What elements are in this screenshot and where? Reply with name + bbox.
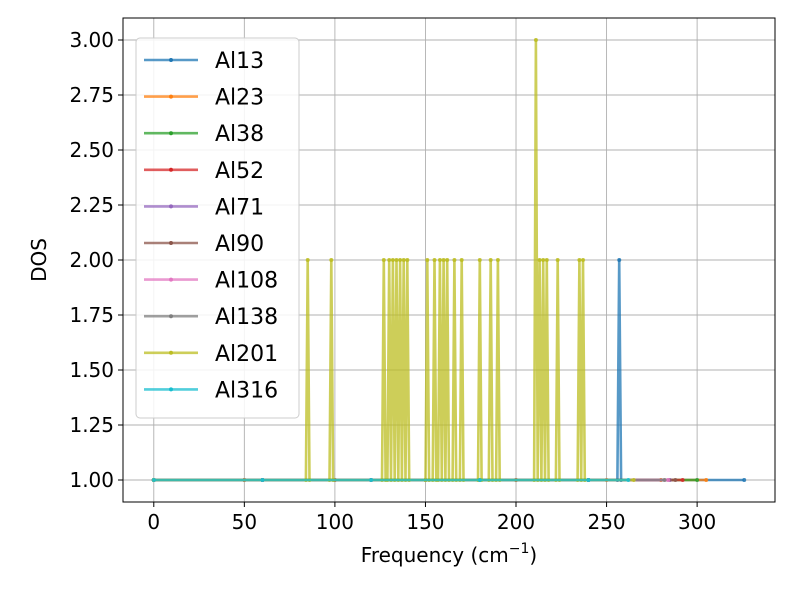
x-tick-label: 250 (587, 510, 625, 534)
data-point (394, 258, 399, 262)
legend-entry-Al108: Al108 (144, 269, 278, 294)
x-axis-label: Frequency (cm−1) (361, 541, 537, 567)
data-point (581, 258, 586, 262)
legend-marker (169, 387, 173, 392)
legend-entry-Al138: Al138 (144, 305, 278, 330)
data-point (390, 258, 395, 262)
y-axis-ticks: 1.00 1.25 1.50 1.75 2.00 2.25 2.50 2.75 3.00 (69, 28, 123, 492)
x-axis-ticks: 0 50 100 150 200 250 300 (147, 502, 716, 534)
y-tick-label: 2.75 (69, 83, 114, 107)
y-tick-label: 2.00 (69, 248, 114, 272)
legend-marker (169, 350, 173, 355)
y-tick-label: 1.25 (69, 413, 114, 437)
data-point (586, 478, 591, 482)
data-point (555, 258, 560, 262)
data-point (459, 258, 464, 262)
legend-label: Al108 (215, 269, 278, 294)
legend-label: Al138 (215, 305, 278, 330)
data-point (742, 478, 747, 482)
data-point (398, 258, 403, 262)
y-tick-label: 3.00 (69, 28, 114, 52)
data-point (437, 258, 442, 262)
x-tick-label: 150 (406, 510, 444, 534)
legend-marker (169, 277, 173, 282)
series-Al316 (151, 478, 631, 482)
data-point (541, 258, 546, 262)
data-point (704, 478, 709, 482)
data-point (617, 258, 622, 262)
legend-marker (169, 131, 173, 136)
x-axis-label-end: ) (529, 543, 537, 567)
data-point (452, 258, 457, 262)
legend-label: Al316 (215, 378, 278, 403)
y-tick-label: 2.25 (69, 193, 114, 217)
data-point (537, 258, 542, 262)
data-point (477, 258, 482, 262)
legend-entry-Al201: Al201 (144, 342, 278, 367)
legend-label: Al52 (215, 159, 264, 184)
data-point (626, 478, 631, 482)
data-point (405, 258, 410, 262)
legend-marker (169, 94, 173, 99)
y-tick-label: 2.50 (69, 138, 114, 162)
data-point (666, 478, 671, 482)
legend-marker (169, 167, 173, 172)
data-point (495, 258, 500, 262)
legend-entry-Al316: Al316 (144, 378, 278, 403)
x-tick-label: 50 (232, 510, 257, 534)
data-point (477, 478, 482, 482)
legend-entry-Al38: Al38 (144, 122, 264, 147)
y-tick-label: 1.75 (69, 303, 114, 327)
x-tick-label: 100 (316, 510, 354, 534)
legend-entry-Al90: Al90 (144, 232, 264, 257)
legend-marker (169, 314, 173, 319)
data-point (488, 258, 493, 262)
legend-label: Al71 (215, 195, 264, 220)
data-point (329, 258, 334, 262)
data-point (305, 258, 310, 262)
legend-entry-Al52: Al52 (144, 159, 264, 184)
data-point (631, 478, 636, 482)
series-lines (151, 38, 747, 482)
data-point (533, 38, 538, 42)
y-tick-label: 1.00 (69, 468, 114, 492)
data-point (369, 478, 374, 482)
data-point (381, 258, 386, 262)
legend: Al13 Al23 Al38 Al52 Al71 Al90 Al108 Al138 Al201 A… (135, 37, 300, 419)
data-point (441, 258, 446, 262)
legend-label: Al13 (215, 49, 264, 74)
legend-marker (169, 241, 173, 245)
legend-label: Al90 (215, 232, 264, 257)
x-axis-label-superscript: −1 (509, 541, 530, 557)
data-point (425, 258, 430, 262)
data-point (662, 478, 667, 482)
legend-entry-Al13: Al13 (144, 49, 264, 74)
legend-marker (169, 58, 173, 62)
data-point (445, 258, 450, 262)
data-point (680, 478, 685, 482)
y-tick-label: 1.50 (69, 358, 114, 382)
data-point (577, 258, 582, 262)
data-point (387, 258, 392, 262)
legend-label: Al201 (215, 342, 278, 367)
data-point (151, 478, 156, 482)
data-point (401, 258, 406, 262)
x-axis-label-main: Frequency (cm (361, 543, 509, 567)
legend-entry-Al23: Al23 (144, 86, 264, 111)
legend-label: Al38 (215, 122, 264, 147)
legend-label: Al23 (215, 86, 264, 111)
x-tick-label: 0 (147, 510, 160, 534)
data-point (673, 478, 678, 482)
y-axis-label: DOS (27, 238, 51, 282)
data-point (260, 478, 265, 482)
legend-entry-Al71: Al71 (144, 195, 264, 220)
legend-marker (169, 204, 173, 209)
data-point (695, 478, 700, 482)
x-tick-label: 200 (497, 510, 535, 534)
data-point (432, 258, 437, 262)
x-tick-label: 300 (678, 510, 716, 534)
data-point (544, 258, 549, 262)
